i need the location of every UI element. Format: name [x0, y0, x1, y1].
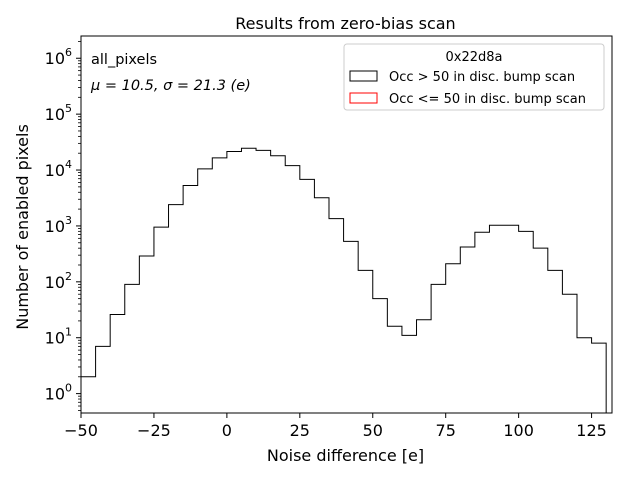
plot-area [80, 147, 607, 413]
x-axis: −50 −25 0 25 50 75 100 125 [64, 413, 607, 440]
legend-title: 0x22d8a [446, 50, 503, 65]
y-tick-label: 106 [45, 46, 72, 68]
x-tick-label: −50 [64, 421, 98, 440]
x-axis-label: Noise difference [e] [267, 446, 424, 465]
legend: 0x22d8a Occ > 50 in disc. bump scan Occ … [343, 43, 605, 111]
histogram-series-0 [80, 147, 607, 413]
y-tick-label: 100 [45, 382, 72, 404]
legend-swatch-occ-gt-50 [349, 70, 378, 82]
x-tick-label: 125 [576, 421, 607, 440]
x-tick-label: 25 [290, 421, 310, 440]
y-tick-label: 101 [45, 326, 72, 348]
legend-entry-occ-le-50: Occ <= 50 in disc. bump scan [389, 92, 586, 107]
y-tick-label: 103 [45, 214, 72, 236]
legend-frame [343, 43, 605, 111]
annotation-stats: μ = 10.5, σ = 21.3 (e) [90, 78, 251, 94]
x-tick-label: −25 [137, 421, 171, 440]
x-tick-label: 0 [222, 421, 232, 440]
legend-entry-occ-gt-50: Occ > 50 in disc. bump scan [389, 70, 575, 85]
annotation-name: all_pixels [91, 52, 157, 68]
y-tick-label: 104 [45, 158, 72, 180]
y-axis-label: Number of enabled pixels [13, 124, 32, 330]
x-tick-label: 75 [436, 421, 456, 440]
y-tick-label: 105 [45, 102, 72, 124]
x-tick-label: 100 [503, 421, 534, 440]
legend-swatch-occ-le-50 [349, 92, 378, 104]
x-tick-label: 50 [363, 421, 383, 440]
y-tick-label: 102 [45, 270, 72, 292]
y-axis: 100 101 102 103 104 105 106 [45, 41, 81, 411]
chart-title: Results from zero-bias scan [235, 14, 455, 33]
plot-frame [80, 35, 613, 414]
